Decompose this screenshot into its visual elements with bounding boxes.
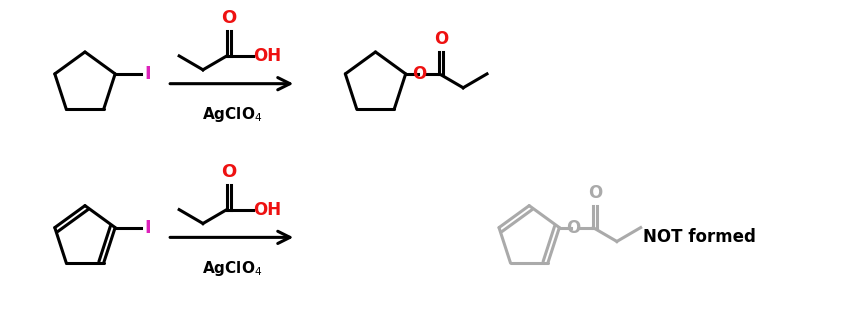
Text: AgClO$_4$: AgClO$_4$ — [202, 259, 262, 278]
Text: I: I — [144, 218, 151, 236]
Text: I: I — [144, 65, 151, 83]
Text: OH: OH — [254, 201, 281, 218]
Text: O: O — [412, 65, 427, 83]
Text: AgClO$_4$: AgClO$_4$ — [202, 106, 262, 125]
Text: OH: OH — [254, 47, 281, 65]
Text: O: O — [588, 184, 602, 202]
Text: O: O — [434, 30, 449, 48]
Text: O: O — [221, 9, 236, 27]
Text: O: O — [221, 163, 236, 181]
Text: NOT formed: NOT formed — [643, 228, 756, 246]
Text: O: O — [566, 218, 580, 236]
